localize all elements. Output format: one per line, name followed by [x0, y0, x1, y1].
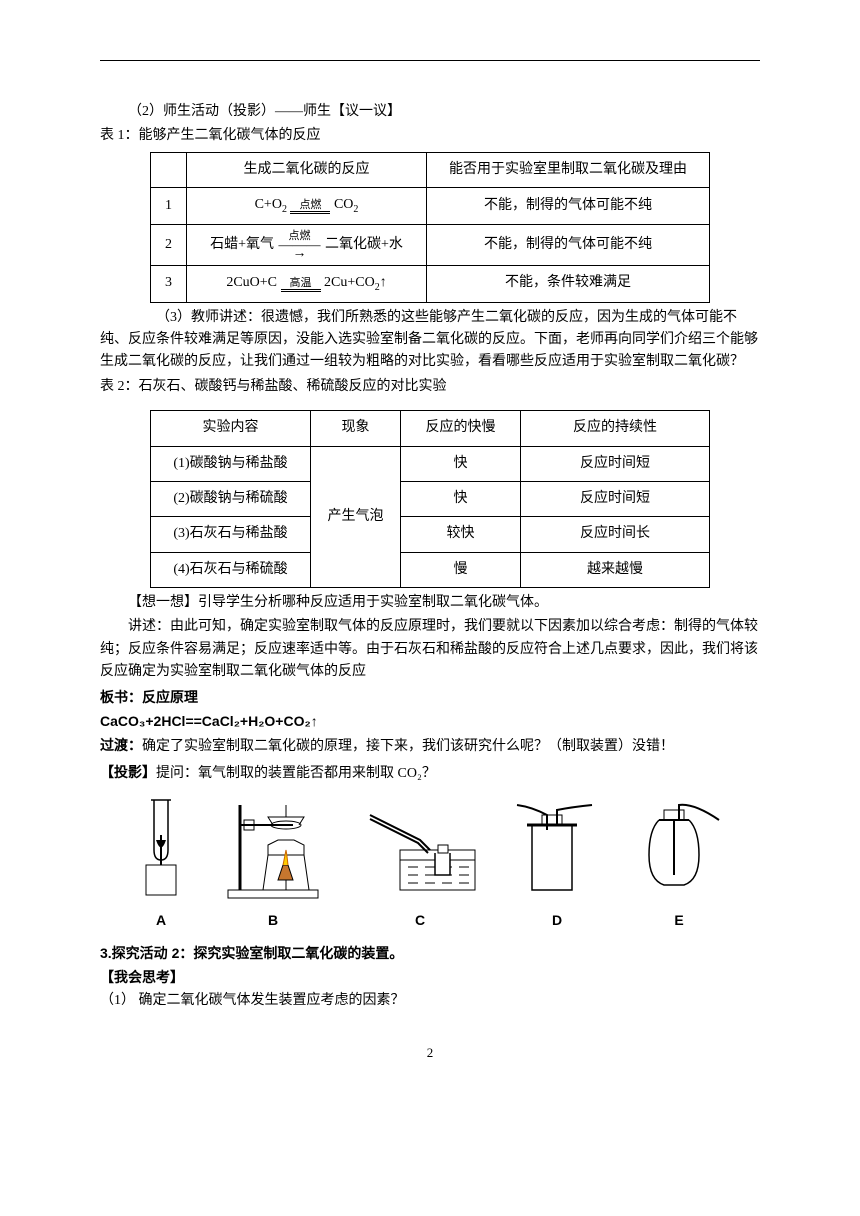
label-c: C	[360, 909, 480, 931]
equation: CaCO₃+2HCl==CaCl₂+H₂O+CO₂↑	[100, 710, 760, 732]
t1-r1-n: 1	[151, 188, 187, 225]
t2-r2-c3: 快	[401, 481, 521, 516]
t2-h3: 反应的快慢	[401, 411, 521, 446]
apparatus-a: A	[136, 795, 186, 931]
t1-h1	[151, 152, 187, 187]
t2-r1-c1: (1)碳酸钠与稀盐酸	[151, 446, 311, 481]
apparatus-b: B	[218, 795, 328, 931]
t2-phenomenon: 产生气泡	[311, 446, 401, 588]
t2-r2-c1: (2)碳酸钠与稀硫酸	[151, 481, 311, 516]
apparatus-c: C	[360, 795, 480, 931]
label-e: E	[634, 909, 724, 931]
t2-r3-c3: 较快	[401, 517, 521, 552]
mid-p1: （3）教师讲述：很遗憾，我们所熟悉的这些能够产生二氧化碳的反应，因为生成的气体可…	[100, 307, 760, 374]
think-label: 【想一想】引导学生分析哪种反应适用于实验室制取二氧化碳气体。	[100, 592, 760, 614]
mid-p2: 表 2：石灰石、碳酸钙与稀盐酸、稀硫酸反应的对比实验	[100, 376, 760, 398]
t1-r3-n: 3	[151, 265, 187, 302]
t1-r1-eq: C+O2 点燃 CO2	[187, 188, 427, 225]
apparatus-e: E	[634, 795, 724, 931]
t2-h4: 反应的持续性	[521, 411, 710, 446]
t2-r3-c4: 反应时间长	[521, 517, 710, 552]
table-row: (1)碳酸钠与稀盐酸 产生气泡 快 反应时间短	[151, 446, 710, 481]
t2-r3-c1: (3)石灰石与稀盐酸	[151, 517, 311, 552]
after-p1: 讲述：由此可知，确定实验室制取气体的反应原理时，我们要就以下因素加以综合考虑：制…	[100, 616, 760, 683]
table-row: 3 2CuO+C 高温 2Cu+CO2↑ 不能，条件较难满足	[151, 265, 710, 302]
t2-h1: 实验内容	[151, 411, 311, 446]
apparatus-row: A B	[100, 795, 760, 931]
transition: 过渡：确定了实验室制取二氧化碳的原理，接下来，我们该研究什么呢？（制取装置）没错…	[100, 734, 760, 758]
table-row: (4)石灰石与稀硫酸 慢 越来越慢	[151, 552, 710, 587]
t2-r4-c4: 越来越慢	[521, 552, 710, 587]
t2-h2: 现象	[311, 411, 401, 446]
t2-r1-c4: 反应时间短	[521, 446, 710, 481]
project: 【投影】提问：氧气制取的装置能否都用来制取 CO₂？	[100, 761, 760, 785]
t1-r1-res: 不能，制得的气体可能不纯	[427, 188, 710, 225]
section3-title: 3.探究活动 2：探究实验室制取二氧化碳的装置。	[100, 942, 760, 964]
t1-h3: 能否用于实验室里制取二氧化碳及理由	[427, 152, 710, 187]
table-row: (2)碳酸钠与稀硫酸 快 反应时间短	[151, 481, 710, 516]
water-collection-icon	[360, 795, 480, 905]
table-1: 生成二氧化碳的反应 能否用于实验室里制取二氧化碳及理由 1 C+O2 点燃 CO…	[150, 152, 710, 303]
t1-r2-eq: 石蜡+氧气 点燃———→ 二氧化碳+水	[187, 224, 427, 265]
board-label: 板书：反应原理	[100, 686, 760, 708]
t2-r1-c3: 快	[401, 446, 521, 481]
table-row: 1 C+O2 点燃 CO2 不能，制得的气体可能不纯	[151, 188, 710, 225]
test-tube-icon	[136, 795, 186, 905]
gas-jar-icon	[512, 795, 602, 905]
table-row: (3)石灰石与稀盐酸 较快 反应时间长	[151, 517, 710, 552]
t2-r2-c4: 反应时间短	[521, 481, 710, 516]
t2-r4-c1: (4)石灰石与稀硫酸	[151, 552, 311, 587]
t1-r3-eq: 2CuO+C 高温 2Cu+CO2↑	[187, 265, 427, 302]
t1-r3-res: 不能，条件较难满足	[427, 265, 710, 302]
t1-r2-n: 2	[151, 224, 187, 265]
label-d: D	[512, 909, 602, 931]
top-border	[100, 60, 760, 61]
t1-h2: 生成二氧化碳的反应	[187, 152, 427, 187]
heating-stand-icon	[218, 795, 328, 905]
table-row: 生成二氧化碳的反应 能否用于实验室里制取二氧化碳及理由	[151, 152, 710, 187]
gas-jar-down-icon	[634, 795, 724, 905]
page-number: 2	[100, 1043, 760, 1064]
section3-think: 【我会思考】	[100, 966, 760, 988]
t2-r4-c3: 慢	[401, 552, 521, 587]
label-a: A	[136, 909, 186, 931]
table-row: 2 石蜡+氧气 点燃———→ 二氧化碳+水 不能，制得的气体可能不纯	[151, 224, 710, 265]
label-b: B	[218, 909, 328, 931]
table-row: 实验内容 现象 反应的快慢 反应的持续性	[151, 411, 710, 446]
table-2: 实验内容 现象 反应的快慢 反应的持续性 (1)碳酸钠与稀盐酸 产生气泡 快 反…	[150, 410, 710, 588]
intro-line1: （2）师生活动（投影）——师生【议一议】	[100, 101, 760, 123]
intro-line2: 表 1：能够产生二氧化碳气体的反应	[100, 125, 760, 147]
apparatus-d: D	[512, 795, 602, 931]
section3-q1: （1） 确定二氧化碳气体发生装置应考虑的因素？	[100, 990, 760, 1012]
t1-r2-res: 不能，制得的气体可能不纯	[427, 224, 710, 265]
